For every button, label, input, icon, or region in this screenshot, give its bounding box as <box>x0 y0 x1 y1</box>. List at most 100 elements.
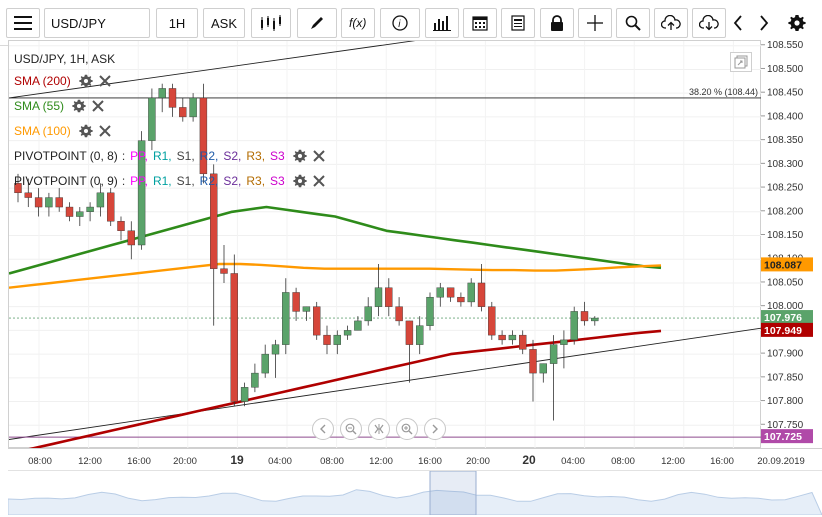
legend-sma55-label[interactable]: SMA (55) <box>14 99 65 113</box>
candle-body <box>426 296 434 326</box>
candle-body <box>14 183 22 194</box>
candle-body <box>86 206 94 212</box>
menu-button[interactable] <box>6 8 40 38</box>
pivot9-pp: PP, <box>130 174 148 188</box>
legend-pivot8-row: PIVOTPOINT (0, 8) : PP, R1, S1, R2, S2, … <box>14 147 325 165</box>
function-icon: f(x) <box>349 16 366 30</box>
close-icon[interactable] <box>98 75 111 87</box>
reset-zoom-button[interactable] <box>368 418 390 440</box>
gear-icon[interactable] <box>293 149 307 163</box>
symbol-selector[interactable]: USD/JPY <box>44 8 150 38</box>
scroll-forward-button[interactable] <box>424 418 446 440</box>
timeframe-selector[interactable]: 1H <box>156 8 198 38</box>
calendar-icon <box>472 16 488 31</box>
time-tick-label: 12:00 <box>78 456 102 467</box>
time-axis[interactable]: 08:00 12:00 16:00 20:00 19 04:00 08:00 12:00 16:… <box>8 448 822 470</box>
candle-body <box>519 334 527 350</box>
price-tick-label: 108.500 <box>767 64 804 75</box>
candle-body <box>343 330 352 336</box>
info-button[interactable]: i <box>380 8 420 38</box>
expand-chart-button[interactable] <box>730 52 752 72</box>
candle-body <box>209 173 218 269</box>
sma100-line <box>8 262 662 289</box>
price-tick-label: 108.050 <box>767 277 804 288</box>
candle-body <box>323 334 331 345</box>
upload-button[interactable] <box>654 8 688 38</box>
legend-pivot9-sep: : <box>121 174 126 188</box>
zoom-in-icon <box>401 423 413 435</box>
gear-icon[interactable] <box>79 74 93 88</box>
candle-body <box>261 353 269 374</box>
candle-body <box>106 192 115 222</box>
price-chart: 38.20 % (108.44) <box>8 38 784 455</box>
legend-sma100-label[interactable]: SMA (100) <box>14 124 71 138</box>
legend-pivot9-label[interactable]: PIVOTPOINT (0, 9) <box>14 174 118 188</box>
price-tick-label: 108.000 <box>767 301 804 312</box>
crosshair-button[interactable] <box>578 8 612 38</box>
pivot9-r1: R1, <box>152 174 172 188</box>
candle-body <box>580 311 589 322</box>
price-tick-label: 108.350 <box>767 135 804 146</box>
news-button[interactable] <box>501 8 535 38</box>
candle-body <box>508 334 517 341</box>
candle-body <box>302 306 311 312</box>
scroll-left-button[interactable] <box>727 8 749 38</box>
price-type-selector[interactable]: ASK <box>203 8 245 38</box>
time-tick-label: 16:00 <box>418 456 442 467</box>
zoom-in-button[interactable] <box>396 418 418 440</box>
navigator-window[interactable] <box>429 470 477 516</box>
close-icon[interactable] <box>313 150 325 162</box>
lock-button[interactable] <box>540 8 574 38</box>
cloud-download-icon <box>699 15 719 31</box>
gear-icon[interactable] <box>72 99 86 113</box>
timeframe-label: 1H <box>168 15 186 31</box>
gear-icon[interactable] <box>79 124 93 138</box>
legend-sma200-label[interactable]: SMA (200) <box>14 74 71 88</box>
download-button[interactable] <box>692 8 726 38</box>
pivot8-r1: R1, <box>152 149 172 163</box>
legend-pivot8-label[interactable]: PIVOTPOINT (0, 8) <box>14 149 118 163</box>
zoom-out-button[interactable] <box>340 418 362 440</box>
svg-text:i: i <box>398 19 401 30</box>
price-tick-label: 107.750 <box>767 420 804 431</box>
scroll-right-button[interactable] <box>753 8 775 38</box>
indicators-button[interactable]: f(x) <box>341 8 375 38</box>
zoom-button[interactable] <box>616 8 650 38</box>
close-icon[interactable] <box>313 175 325 187</box>
sma200-line <box>8 329 662 455</box>
volume-button[interactable] <box>425 8 459 38</box>
calendar-button[interactable] <box>463 8 497 38</box>
price-tick-label: 108.200 <box>767 206 804 217</box>
candle-body <box>45 197 53 208</box>
close-icon[interactable] <box>98 125 111 137</box>
scroll-back-button[interactable] <box>312 418 334 440</box>
time-tick-label: 12:00 <box>369 456 393 467</box>
draw-tool-button[interactable] <box>297 8 337 38</box>
close-icon[interactable] <box>92 100 104 112</box>
chevron-left-icon <box>320 424 326 434</box>
legend-title-row: USD/JPY, 1H, ASK <box>14 50 115 68</box>
gear-icon[interactable] <box>293 174 307 188</box>
time-tick-label: 20:00 <box>466 456 490 467</box>
trend-line-upper <box>8 38 430 99</box>
chart-canvas[interactable]: 38.20 % (108.44) <box>8 38 784 455</box>
time-axis-svg: 08:00 12:00 16:00 20:00 19 04:00 08:00 12:00 16:… <box>28 453 805 467</box>
cloud-upload-icon <box>661 15 681 30</box>
candle-body <box>199 97 208 175</box>
fib-level-label: 38.20 % (108.44) <box>689 87 758 97</box>
candle-body <box>529 349 537 374</box>
time-tick-label: 20:00 <box>173 456 197 467</box>
pencil-icon <box>311 17 323 29</box>
pivot8-s1: S1, <box>176 149 195 163</box>
navigator[interactable] <box>7 470 822 516</box>
crosshair-icon <box>587 15 603 31</box>
candle-body <box>591 317 599 322</box>
settings-button[interactable] <box>784 8 810 38</box>
pivot9-r3: R3, <box>246 174 266 188</box>
candle-body <box>179 107 187 118</box>
price-axis[interactable]: 108.550 108.500 108.450 108.400 108.350 108.3… <box>761 40 822 448</box>
price-tick-label: 108.150 <box>767 230 804 241</box>
chart-type-button[interactable] <box>251 8 291 38</box>
zoom-controls <box>312 418 446 442</box>
document-icon <box>511 15 525 31</box>
